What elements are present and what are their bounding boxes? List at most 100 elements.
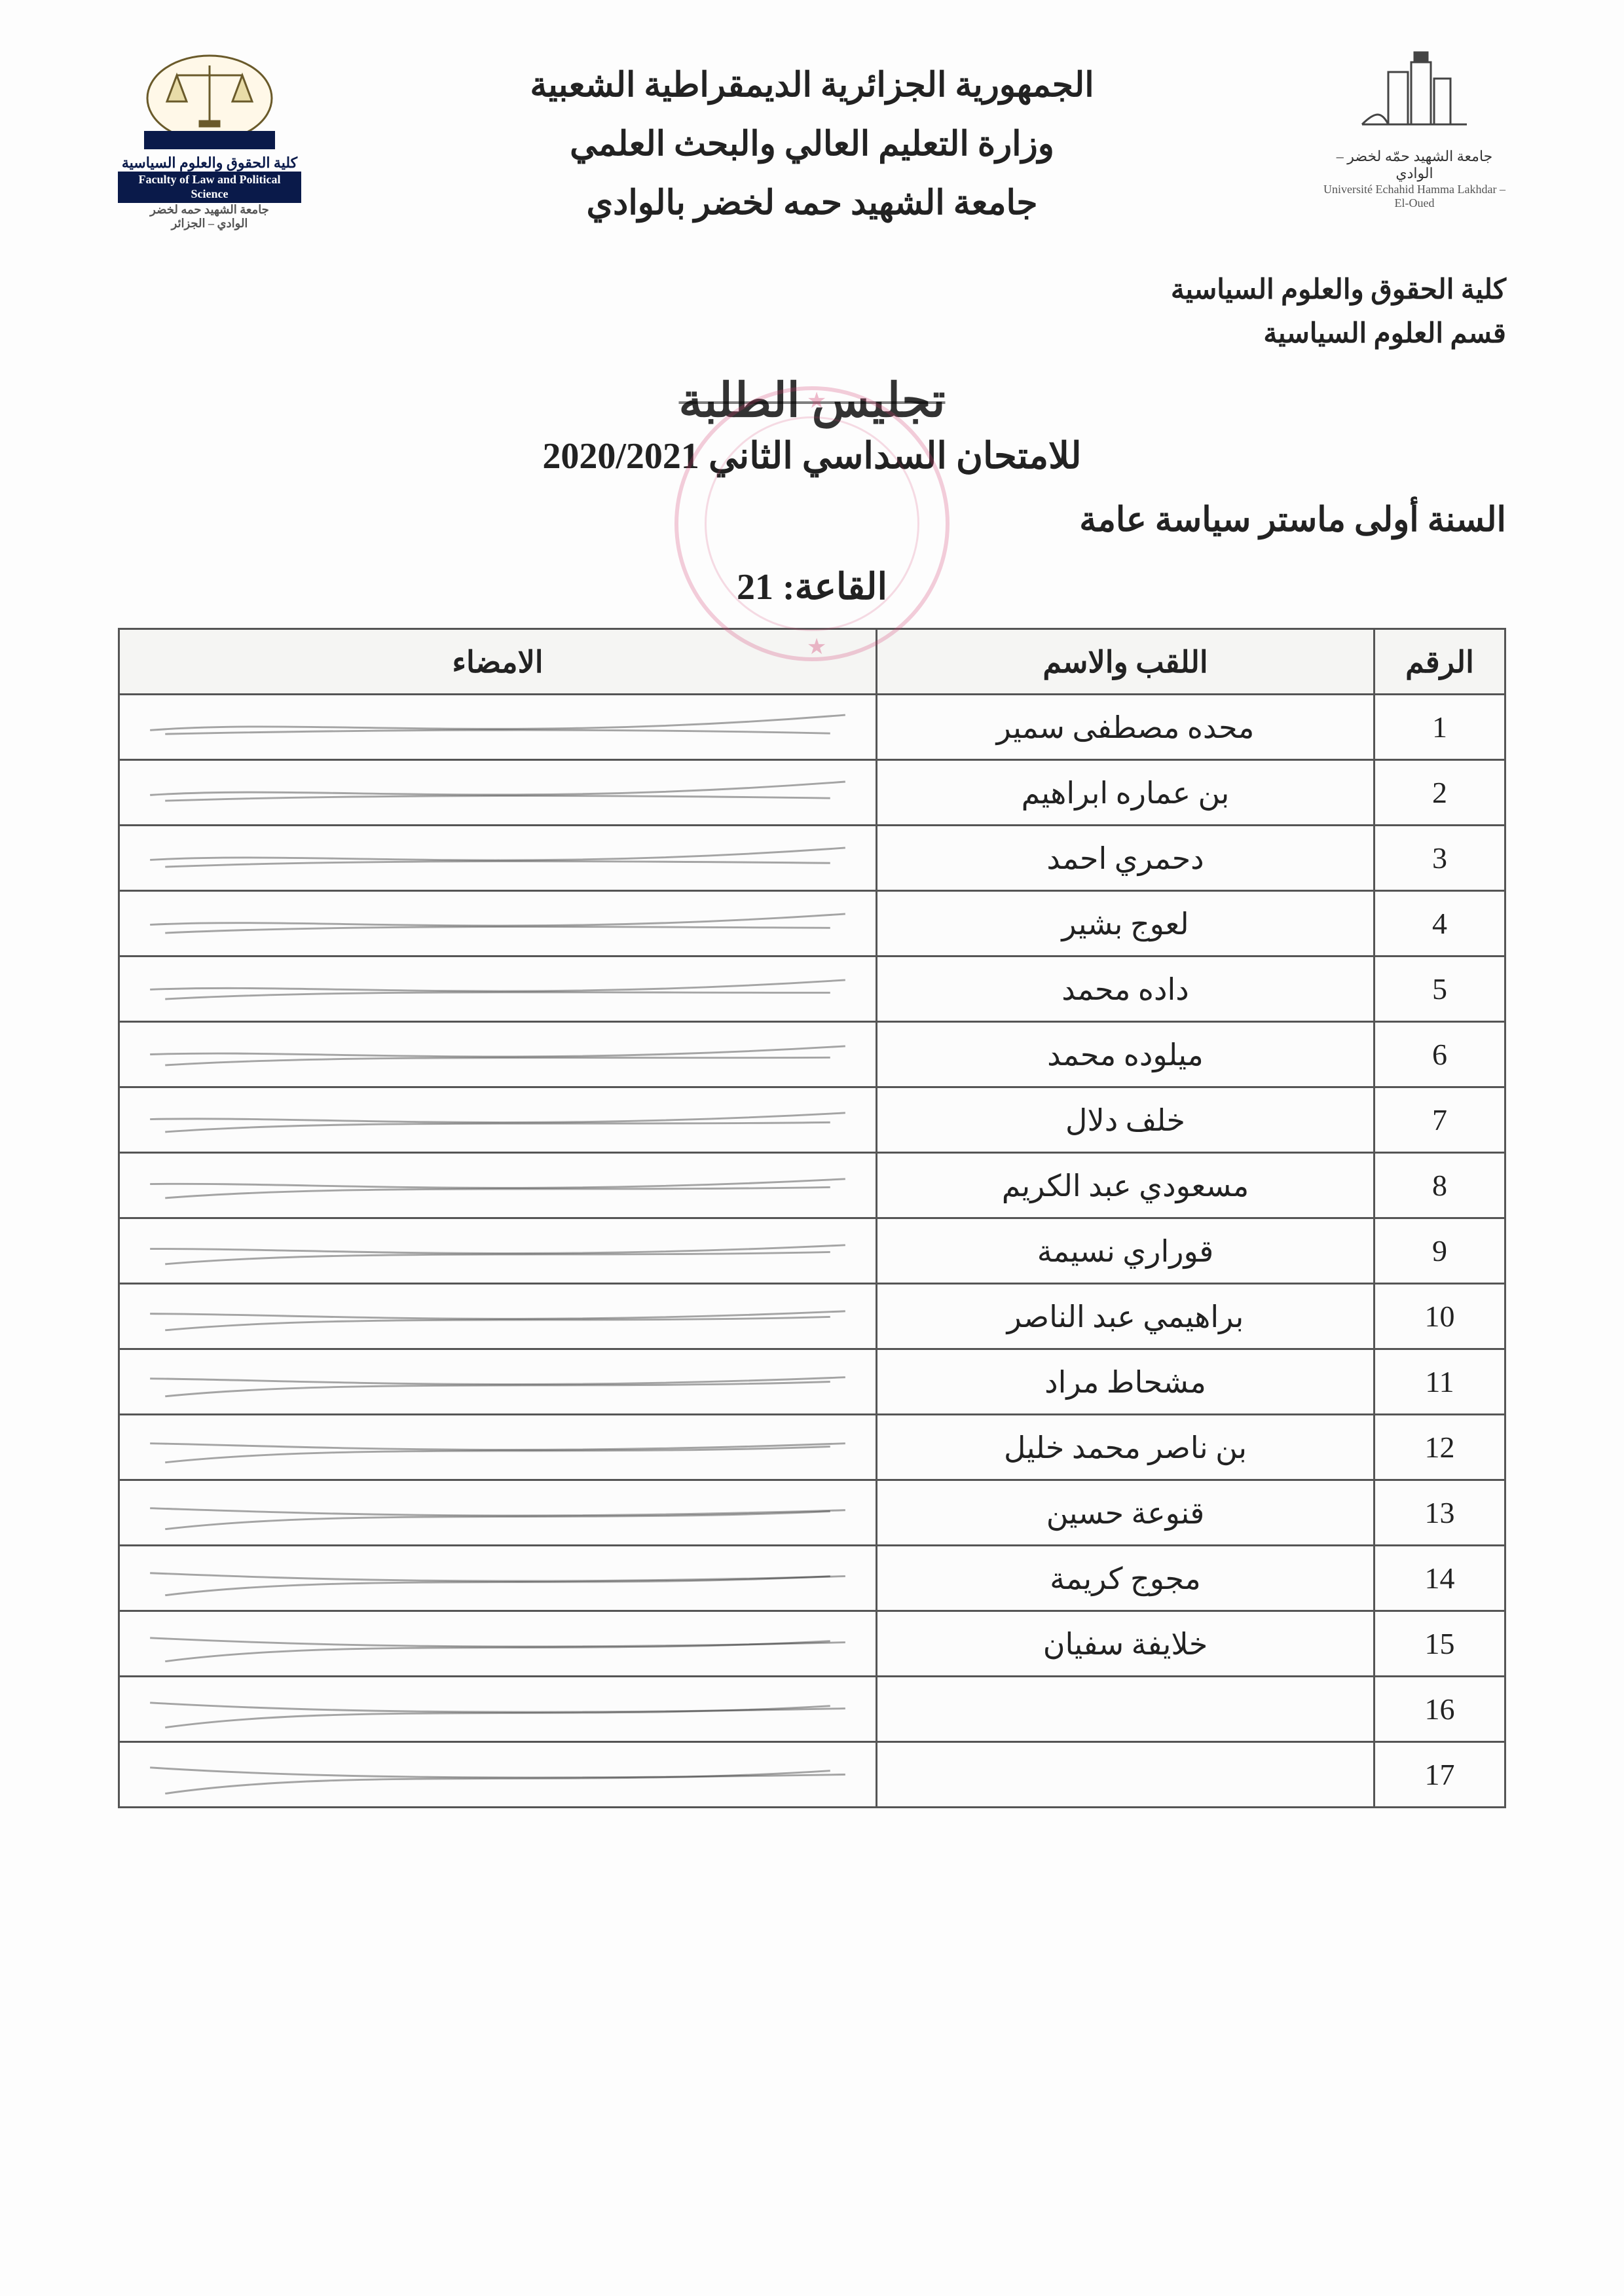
- cell-number: 17: [1375, 1742, 1505, 1808]
- cell-number: 7: [1375, 1087, 1505, 1153]
- signature-scribble-icon: [120, 695, 876, 759]
- cell-signature: [119, 1349, 877, 1415]
- table-row: 10براهيمي عبد الناصر: [119, 1284, 1505, 1349]
- table-row: 16: [119, 1677, 1505, 1742]
- scales-icon: [138, 46, 282, 151]
- center-titles: الجمهورية الجزائرية الديمقراطية الشعبية …: [301, 46, 1323, 242]
- signature-scribble-icon: [120, 1219, 876, 1283]
- col-header-name: اللقب والاسم: [877, 629, 1375, 695]
- cell-name: داده محمد: [877, 957, 1375, 1022]
- cell-name: لعوج بشير: [877, 891, 1375, 957]
- signature-scribble-icon: [120, 1285, 876, 1348]
- faculty-block: كلية الحقوق والعلوم السياسية قسم العلوم …: [118, 268, 1506, 356]
- faculty-line2: قسم العلوم السياسية: [118, 312, 1506, 356]
- room-number: 21: [737, 567, 773, 608]
- cell-name: ميلوده محمد: [877, 1022, 1375, 1087]
- cell-number: 11: [1375, 1349, 1505, 1415]
- signature-scribble-icon: [120, 1481, 876, 1544]
- signature-scribble-icon: [120, 826, 876, 890]
- room-line: القاعة: 21: [118, 566, 1506, 608]
- cell-signature: [119, 1611, 877, 1677]
- table-row: 1محده مصطفى سمير: [119, 695, 1505, 760]
- cell-number: 14: [1375, 1546, 1505, 1611]
- cell-signature: [119, 695, 877, 760]
- signature-scribble-icon: [120, 1415, 876, 1479]
- logo-right-caption: جامعة الشهيد حمّه لخضر – الوادي Universi…: [1323, 148, 1506, 211]
- signature-scribble-icon: [120, 1677, 876, 1741]
- signature-scribble-icon: [120, 1088, 876, 1152]
- cell-signature: [119, 1218, 877, 1284]
- cell-number: 10: [1375, 1284, 1505, 1349]
- level-line: السنة أولى ماستر سياسة عامة: [118, 500, 1506, 539]
- building-icon: [1349, 46, 1480, 144]
- cell-name: خلف دلال: [877, 1087, 1375, 1153]
- table-row: 17: [119, 1742, 1505, 1808]
- signature-scribble-icon: [120, 1743, 876, 1806]
- faculty-logo-left: كلية الحقوق والعلوم السياسية Faculty of …: [118, 46, 301, 231]
- cell-name: براهيمي عبد الناصر: [877, 1284, 1375, 1349]
- cell-signature: [119, 826, 877, 891]
- section-title-wrap: تجليس الطلبة للامتحان السداسي الثاني 202…: [118, 373, 1506, 477]
- table-row: 4لعوج بشير: [119, 891, 1505, 957]
- cell-number: 5: [1375, 957, 1505, 1022]
- table-row: 13قنوعة حسين: [119, 1480, 1505, 1546]
- cell-number: 8: [1375, 1153, 1505, 1218]
- header-row: جامعة الشهيد حمّه لخضر – الوادي Universi…: [118, 46, 1506, 242]
- table-row: 7خلف دلال: [119, 1087, 1505, 1153]
- table-row: 6ميلوده محمد: [119, 1022, 1505, 1087]
- logo-right-line1: جامعة الشهيد حمّه لخضر – الوادي: [1337, 148, 1493, 181]
- col-header-sig: الامضاء: [119, 629, 877, 695]
- title-ministry: وزارة التعليم العالي والبحث العلمي: [301, 124, 1323, 164]
- signature-scribble-icon: [120, 1023, 876, 1086]
- cell-signature: [119, 1415, 877, 1480]
- cell-name: قنوعة حسين: [877, 1480, 1375, 1546]
- signature-scribble-icon: [120, 1612, 876, 1675]
- cell-signature: [119, 1480, 877, 1546]
- cell-name: محده مصطفى سمير: [877, 695, 1375, 760]
- table-row: 9قوراري نسيمة: [119, 1218, 1505, 1284]
- logo-left-line3: جامعة الشهيد حمه لخضر: [118, 203, 301, 217]
- table-row: 2بن عماره ابراهيم: [119, 760, 1505, 826]
- table-row: 12بن ناصر محمد خليل: [119, 1415, 1505, 1480]
- cell-number: 9: [1375, 1218, 1505, 1284]
- cell-number: 13: [1375, 1480, 1505, 1546]
- roster-table: الرقم اللقب والاسم الامضاء 1محده مصطفى س…: [118, 628, 1506, 1808]
- table-row: 14مجوج كريمة: [119, 1546, 1505, 1611]
- cell-name: بن عماره ابراهيم: [877, 760, 1375, 826]
- cell-signature: [119, 1284, 877, 1349]
- cell-signature: [119, 1546, 877, 1611]
- col-header-num: الرقم: [1375, 629, 1505, 695]
- cell-name: [877, 1677, 1375, 1742]
- signature-scribble-icon: [120, 1546, 876, 1610]
- signature-scribble-icon: [120, 892, 876, 955]
- signature-scribble-icon: [120, 957, 876, 1021]
- cell-signature: [119, 760, 877, 826]
- faculty-line1: كلية الحقوق والعلوم السياسية: [118, 268, 1506, 312]
- logo-left-line2: Faculty of Law and Political Science: [118, 172, 301, 202]
- section-subtitle: للامتحان السداسي الثاني 2020/2021: [118, 435, 1506, 477]
- cell-number: 12: [1375, 1415, 1505, 1480]
- university-logo-right: جامعة الشهيد حمّه لخضر – الوادي Universi…: [1323, 46, 1506, 211]
- logo-left-line1: كلية الحقوق والعلوم السياسية: [122, 155, 297, 171]
- cell-name: مشحاط مراد: [877, 1349, 1375, 1415]
- title-university: جامعة الشهيد حمه لخضر بالوادي: [301, 183, 1323, 223]
- table-header-row: الرقم اللقب والاسم الامضاء: [119, 629, 1505, 695]
- table-row: 11مشحاط مراد: [119, 1349, 1505, 1415]
- signature-scribble-icon: [120, 1350, 876, 1413]
- page: جامعة الشهيد حمّه لخضر – الوادي Universi…: [0, 0, 1624, 2296]
- cell-signature: [119, 1742, 877, 1808]
- logo-left-caption: كلية الحقوق والعلوم السياسية Faculty of …: [118, 155, 301, 231]
- cell-number: 2: [1375, 760, 1505, 826]
- table-row: 8مسعودي عبد الكريم: [119, 1153, 1505, 1218]
- cell-number: 6: [1375, 1022, 1505, 1087]
- section-title: تجليس الطلبة: [678, 373, 945, 428]
- signature-scribble-icon: [120, 1154, 876, 1217]
- cell-name: دحمري احمد: [877, 826, 1375, 891]
- cell-name: بن ناصر محمد خليل: [877, 1415, 1375, 1480]
- cell-signature: [119, 1677, 877, 1742]
- table-row: 5داده محمد: [119, 957, 1505, 1022]
- signature-scribble-icon: [120, 761, 876, 824]
- table-row: 3دحمري احمد: [119, 826, 1505, 891]
- cell-signature: [119, 891, 877, 957]
- cell-name: قوراري نسيمة: [877, 1218, 1375, 1284]
